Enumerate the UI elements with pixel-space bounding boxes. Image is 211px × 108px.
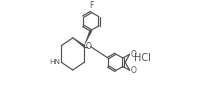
Text: HCl: HCl: [134, 53, 151, 63]
Polygon shape: [84, 30, 92, 46]
Text: O: O: [86, 42, 92, 51]
Text: F: F: [89, 1, 93, 10]
Text: HN: HN: [49, 59, 60, 65]
Text: O: O: [130, 66, 136, 75]
Text: O: O: [130, 50, 136, 59]
Polygon shape: [73, 38, 85, 48]
